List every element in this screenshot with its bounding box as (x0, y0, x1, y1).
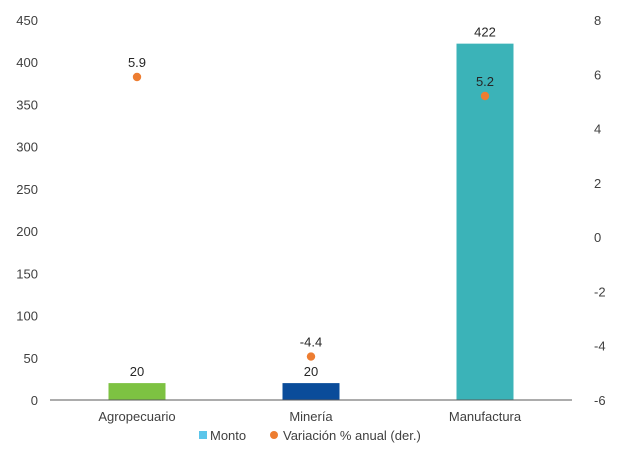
category-label: Minería (289, 409, 333, 424)
points: 5.9 -4.4 5.2 (128, 55, 494, 361)
legend-label: Variación % anual (der.) (283, 428, 421, 443)
y-right-tick-label: 4 (594, 122, 601, 137)
point (306, 352, 316, 361)
y-right-tick-label: -4 (594, 339, 606, 354)
y-left-tick-label: 400 (16, 55, 38, 70)
bar-value-label: 20 (130, 364, 144, 379)
bars: 20 20 422 (108, 25, 514, 401)
legend-label: Monto (210, 428, 246, 443)
y-left-tick-label: 50 (24, 351, 38, 366)
legend-swatch-square (199, 431, 207, 439)
bar (456, 43, 514, 401)
legend: Monto Variación % anual (der.) (199, 428, 421, 443)
point-value-label: -4.4 (300, 335, 322, 350)
y-left-tick-label: 100 (16, 309, 38, 324)
bar (282, 383, 340, 400)
legend-swatch-dot (270, 431, 278, 439)
y-right-tick-label: 8 (594, 13, 601, 28)
category-label: Manufactura (449, 409, 522, 424)
y-right-tick-label: 2 (594, 176, 601, 191)
bar-value-label: 20 (304, 364, 318, 379)
y-left-tick-label: 0 (31, 393, 38, 408)
point (132, 72, 142, 82)
y-left-tick-label: 250 (16, 182, 38, 197)
y-left-tick-label: 450 (16, 13, 38, 28)
left-axis: 0 50 100 150 200 250 300 350 400 450 (16, 13, 38, 408)
y-left-tick-label: 150 (16, 266, 38, 281)
y-left-tick-label: 200 (16, 224, 38, 239)
right-axis: -6 -4 -2 0 2 4 6 8 (594, 13, 606, 408)
category-label: Agropecuario (98, 409, 175, 424)
y-right-tick-label: -6 (594, 393, 606, 408)
bar (108, 383, 166, 400)
y-right-tick-label: -2 (594, 284, 606, 299)
point-value-label: 5.2 (476, 74, 494, 89)
point-value-label: 5.9 (128, 55, 146, 70)
y-right-tick-label: 0 (594, 230, 601, 245)
point (480, 91, 490, 101)
y-left-tick-label: 300 (16, 140, 38, 155)
y-left-tick-label: 350 (16, 97, 38, 112)
category-labels: Agropecuario Minería Manufactura (98, 409, 522, 424)
y-right-tick-label: 6 (594, 67, 601, 82)
bar-value-label: 422 (474, 25, 496, 40)
